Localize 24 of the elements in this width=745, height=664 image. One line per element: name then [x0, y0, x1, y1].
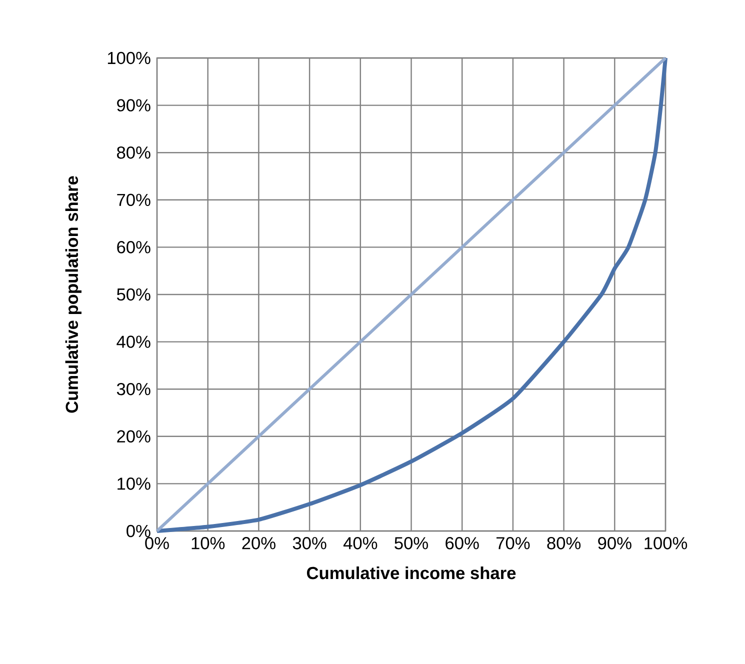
- x-tick-label: 50%: [394, 537, 428, 550]
- y-tick-label: 100%: [108, 52, 150, 64]
- x-tick-label: 40%: [343, 537, 378, 550]
- y-tick-label: 40%: [116, 336, 150, 348]
- x-tick-label: 20%: [242, 537, 276, 550]
- y-tick-label: 0%: [126, 524, 150, 538]
- y-axis-title: Cumulative population share: [65, 176, 82, 413]
- y-tick-label: 90%: [117, 99, 150, 112]
- x-tick-label: 30%: [292, 537, 326, 550]
- y-tick-label: 70%: [117, 194, 150, 206]
- y-tick-label: 30%: [116, 382, 150, 396]
- y-tick-label: 20%: [117, 430, 150, 443]
- x-tick-label: 80%: [547, 537, 581, 550]
- x-tick-label: 70%: [496, 537, 530, 550]
- y-tick-label: 60%: [117, 241, 150, 254]
- x-tick-label: 90%: [598, 537, 632, 550]
- y-tick-label: 10%: [118, 478, 150, 490]
- y-tick-label: 50%: [116, 288, 150, 301]
- x-tick-label: 100%: [644, 537, 688, 550]
- x-tick-label: 60%: [446, 537, 479, 550]
- x-tick-label: 0%: [145, 537, 169, 550]
- x-axis-title: Cumulative income share: [306, 566, 516, 580]
- x-tick-label: 10%: [192, 537, 225, 550]
- y-tick-label: 80%: [117, 146, 150, 159]
